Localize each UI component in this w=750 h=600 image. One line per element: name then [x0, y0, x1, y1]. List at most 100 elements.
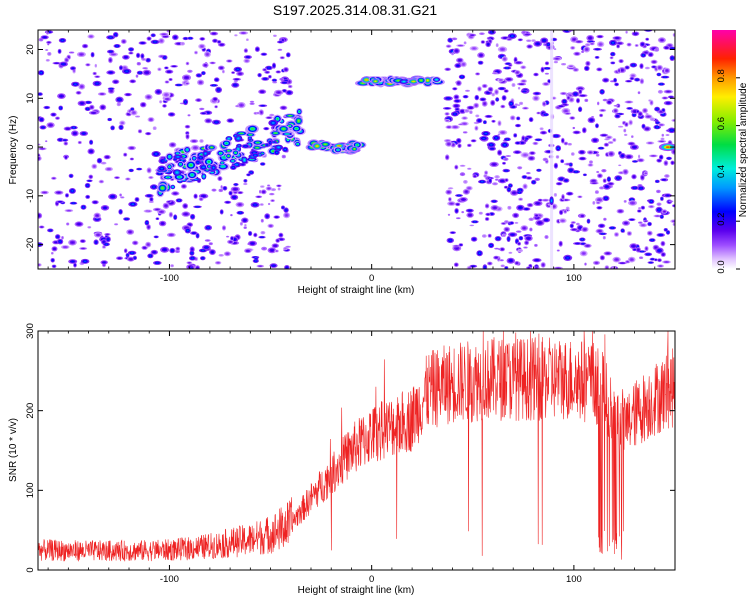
noise-speckle [446, 156, 448, 159]
noise-speckle [618, 164, 621, 166]
noise-speckle [188, 224, 191, 226]
noise-speckle [638, 92, 640, 94]
noise-speckle [170, 213, 172, 216]
noise-speckle [171, 249, 174, 252]
noise-speckle [170, 79, 172, 80]
noise-speckle [102, 162, 105, 164]
noise-speckle [449, 239, 452, 242]
noise-speckle [84, 45, 86, 47]
rising-band-point [176, 152, 179, 155]
rising-band-point [232, 166, 235, 169]
noise-speckle [510, 35, 514, 37]
noise-speckle [58, 201, 62, 203]
rising-band-point [251, 127, 254, 130]
noise-speckle [641, 43, 644, 46]
noise-speckle [610, 153, 613, 155]
noise-speckle [524, 185, 526, 188]
noise-speckle [598, 36, 602, 38]
noise-speckle [613, 139, 615, 141]
noise-speckle [532, 40, 535, 42]
noise-speckle [658, 66, 661, 69]
noise-speckle [518, 167, 521, 169]
noise-speckle [469, 214, 472, 216]
noise-speckle [155, 236, 157, 238]
noise-speckle [624, 134, 627, 136]
noise-speckle [271, 200, 274, 202]
noise-speckle [557, 250, 560, 251]
noise-speckle [641, 80, 643, 83]
noise-speckle [156, 218, 158, 220]
noise-speckle [117, 103, 120, 106]
noise-speckle [121, 196, 124, 198]
noise-speckle [481, 98, 484, 100]
snr-ytick-label: 100 [25, 482, 36, 498]
noise-speckle [658, 74, 660, 75]
noise-speckle [235, 184, 237, 185]
noise-speckle [644, 109, 646, 112]
noise-speckle [661, 216, 663, 218]
noise-speckle [608, 101, 611, 103]
noise-speckle [554, 194, 557, 196]
noise-speckle [485, 172, 487, 174]
noise-speckle [274, 245, 277, 247]
noise-speckle [259, 190, 261, 193]
rising-band-point [219, 152, 222, 154]
upper-band-point [420, 79, 423, 82]
noise-speckle [90, 150, 93, 153]
noise-speckle [465, 190, 468, 193]
noise-speckle [261, 186, 264, 188]
rising-band-point [168, 155, 171, 158]
noise-speckle [54, 241, 58, 243]
noise-speckle [598, 230, 601, 232]
noise-speckle [170, 234, 173, 236]
noise-speckle [473, 221, 477, 223]
noise-speckle [125, 250, 127, 252]
noise-speckle [446, 97, 450, 100]
ridge-point [337, 149, 339, 151]
noise-speckle [661, 198, 663, 200]
noise-speckle [268, 203, 270, 205]
noise-speckle [455, 166, 457, 168]
noise-speckle [626, 261, 629, 263]
noise-speckle [585, 99, 588, 102]
noise-speckle [241, 163, 244, 166]
noise-speckle [212, 85, 216, 86]
noise-speckle [642, 125, 645, 128]
noise-speckle [646, 38, 648, 40]
noise-speckle [619, 126, 622, 128]
rising-band-point [181, 151, 185, 154]
snr-xtick-label: -100 [160, 574, 179, 585]
noise-speckle [581, 215, 584, 217]
noise-speckle [288, 91, 291, 94]
rising-band-point [172, 186, 174, 188]
noise-speckle [575, 131, 578, 133]
noise-speckle [457, 195, 461, 196]
noise-speckle [244, 224, 246, 227]
noise-speckle [523, 90, 526, 92]
noise-speckle [100, 93, 104, 95]
noise-speckle [447, 45, 450, 47]
noise-speckle [519, 206, 522, 209]
noise-speckle [244, 180, 246, 182]
noise-speckle [90, 141, 92, 144]
noise-speckle [98, 159, 101, 162]
noise-speckle [662, 253, 665, 256]
noise-speckle [620, 60, 622, 62]
noise-speckle [479, 212, 482, 214]
noise-speckle [240, 104, 243, 106]
noise-speckle [72, 202, 75, 204]
noise-speckle [639, 113, 642, 115]
noise-speckle [619, 210, 622, 212]
noise-speckle [280, 78, 283, 80]
noise-speckle [670, 129, 673, 132]
noise-speckle [634, 33, 637, 35]
noise-speckle [224, 187, 226, 189]
noise-speckle [142, 103, 145, 106]
noise-speckle [262, 247, 266, 250]
noise-speckle [515, 222, 518, 224]
noise-speckle [186, 132, 188, 134]
noise-speckle [606, 252, 610, 254]
rising-band-point [298, 110, 300, 113]
noise-speckle [638, 155, 640, 158]
